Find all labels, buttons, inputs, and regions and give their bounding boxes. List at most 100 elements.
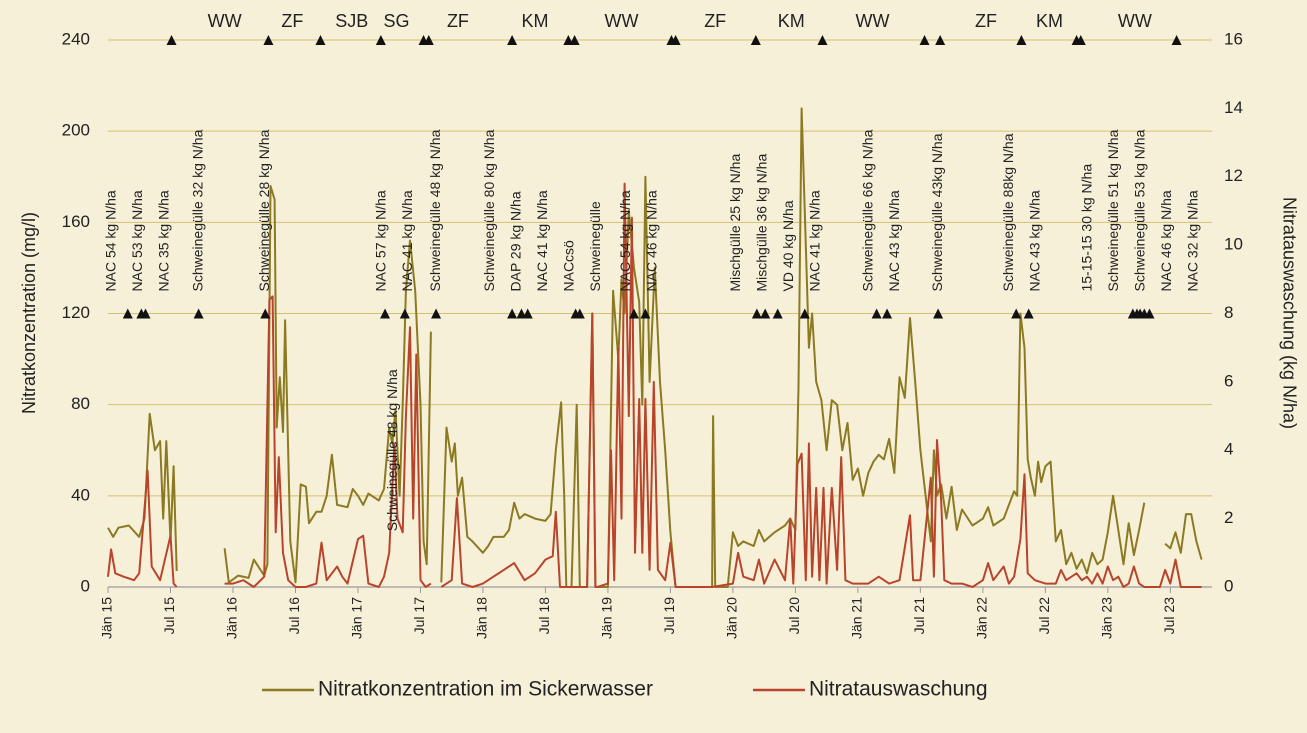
event-marker (399, 308, 410, 319)
x-tick-label: Jul 17 (411, 597, 427, 635)
event-marker (919, 35, 930, 45)
crop-label: ZF (975, 11, 997, 31)
legend-label: Nitratauswaschung (809, 678, 988, 701)
x-tick-label: Jän 22 (974, 597, 990, 639)
fertilizer-label: NACcsö (561, 240, 577, 292)
x-tick-label: Jul 15 (161, 597, 177, 635)
event-marker (1075, 35, 1086, 45)
fertilizer-label: NAC 46 kg N/ha (1158, 190, 1174, 291)
fertilizer-label: Schweinegülle 32 kg N/ha (189, 129, 205, 291)
series-line (1164, 513, 1203, 560)
y2-tick-label: 2 (1224, 508, 1233, 527)
x-tick-label: Jän 16 (224, 597, 240, 639)
event-marker (166, 35, 177, 45)
fertilizer-label: 15-15-15 30 kg N/ha (1078, 164, 1094, 292)
fertilizer-label: Schweinegülle 28 kg N/ha (256, 129, 272, 291)
crop-label: SG (383, 11, 409, 31)
event-marker (193, 308, 204, 319)
fertilizer-label: Schweinegülle 43kg N/ha (929, 133, 945, 291)
y2-tick-label: 16 (1224, 29, 1243, 48)
series-line (224, 295, 432, 588)
y2-tick-label: 4 (1224, 440, 1233, 459)
event-marker (375, 35, 386, 45)
y-axis-title: Nitratkonzentration (mg/l) (19, 212, 39, 414)
x-tick-label: Jul 22 (1036, 597, 1052, 635)
event-marker (640, 308, 651, 319)
event-marker (1023, 308, 1034, 319)
event-marker (871, 308, 882, 319)
y2-tick-label: 10 (1224, 235, 1243, 254)
fertilizer-label: NAC 54 kg N/ha (617, 190, 633, 291)
event-marker (1171, 35, 1182, 45)
crop-label: WW (604, 11, 638, 31)
event-marker (569, 35, 580, 45)
crop-label: WW (208, 11, 242, 31)
fertilizer-label: DAP 29 kg N/ha (508, 191, 524, 291)
event-marker (817, 35, 828, 45)
event-marker (522, 308, 533, 319)
y-tick-label: 120 (62, 303, 90, 322)
fertilizer-label: NAC 41 kg N/ha (534, 190, 550, 291)
fertilizer-label: Mischgülle 36 kg N/ha (754, 154, 770, 292)
fertilizer-label: Schweinegülle 66 kg N/ha (859, 129, 875, 291)
event-marker (260, 308, 271, 319)
event-marker (750, 35, 761, 45)
y-tick-label: 40 (71, 485, 90, 504)
y-tick-label: 200 (62, 121, 90, 140)
event-marker (882, 308, 893, 319)
x-tick-label: Jän 17 (349, 597, 365, 639)
event-marker (1016, 35, 1027, 45)
annotation: Schweinegülle 48 kg N/ha (384, 369, 400, 531)
y-tick-label: 160 (62, 212, 90, 231)
y2-tick-label: 6 (1224, 371, 1233, 390)
event-marker (670, 35, 681, 45)
x-tick-label: Jän 18 (474, 597, 490, 639)
crop-label: WW (1118, 11, 1152, 31)
series-line (107, 469, 178, 588)
event-marker (263, 35, 274, 45)
fertilizer-label: Schweinegülle 51 kg N/ha (1105, 129, 1121, 291)
x-tick-label: Jul 18 (536, 597, 552, 635)
event-marker (1144, 308, 1155, 319)
event-marker (751, 308, 762, 319)
crop-label: KM (778, 11, 805, 31)
fertilizer-label: NAC 35 kg N/ha (155, 190, 171, 291)
series-line (440, 107, 1146, 588)
fertilizer-label: VD 40 kg N/ha (780, 200, 796, 291)
fertilizer-label: Mischgülle 25 kg N/ha (727, 154, 743, 292)
x-tick-label: Jän 23 (1099, 597, 1115, 639)
fertilizer-label: Schweinegülle 88kg N/ha (1000, 133, 1016, 291)
fertilizer-label: Schweinegülle 80 kg N/ha (481, 129, 497, 291)
event-marker (1011, 308, 1022, 319)
x-tick-label: Jul 21 (911, 597, 927, 635)
event-marker (507, 308, 518, 319)
event-marker (140, 308, 151, 319)
series-line (223, 184, 432, 584)
fertilizer-label: Schweinegülle (587, 201, 603, 291)
event-marker (935, 35, 946, 45)
crop-label: ZF (704, 11, 726, 31)
event-marker (574, 308, 585, 319)
event-marker (760, 308, 771, 319)
event-marker (423, 35, 434, 45)
crop-label: SJB (335, 11, 368, 31)
y2-tick-label: 14 (1224, 98, 1243, 117)
fertilizer-label: NAC 41 kg N/ha (399, 190, 415, 291)
fertilizer-label: NAC 57 kg N/ha (372, 190, 388, 291)
fertilizer-label: NAC 53 kg N/ha (129, 190, 145, 291)
fertilizer-label: Schweinegülle 53 kg N/ha (1131, 129, 1147, 291)
y2-tick-label: 8 (1224, 303, 1233, 322)
crop-label: WW (855, 11, 889, 31)
fertilizer-label: NAC 46 kg N/ha (644, 190, 660, 291)
fertilizer-label: NAC 32 kg N/ha (1184, 190, 1200, 291)
event-marker (380, 308, 391, 319)
x-tick-label: Jul 20 (786, 597, 802, 635)
fertilizer-label: NAC 43 kg N/ha (1026, 190, 1042, 291)
fertilizer-label: Schweinegülle 48 kg N/ha (427, 129, 443, 291)
crop-label: KM (1036, 11, 1063, 31)
x-tick-label: Jul 16 (286, 597, 302, 635)
y-tick-label: 0 (81, 576, 90, 595)
x-tick-label: Jul 23 (1161, 597, 1177, 635)
crop-label: KM (522, 11, 549, 31)
